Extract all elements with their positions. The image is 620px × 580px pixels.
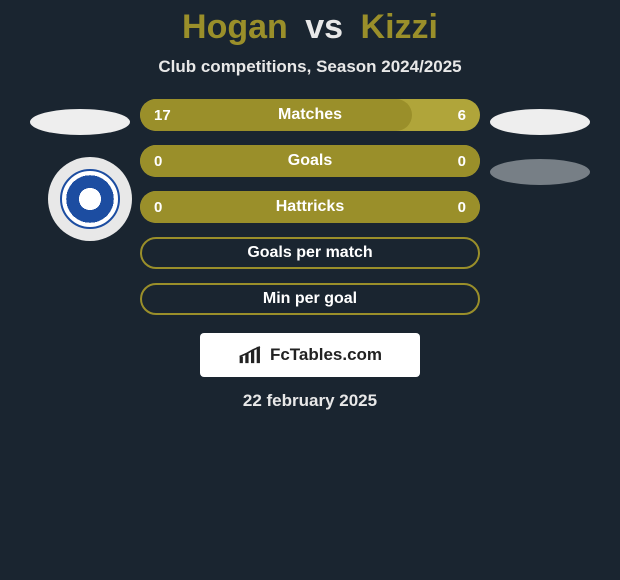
stats-bars: 176Matches 00Goals 00Hattricks Goals per ma… [140,99,480,315]
left-column [20,99,140,315]
crest-icon [60,169,120,229]
club-crest [48,157,132,241]
date-label: 22 february 2025 [243,391,377,411]
branding-badge: FcTables.com [200,333,420,377]
card-title: Hogan vs Kizzi [182,8,438,47]
stat-label: Hattricks [140,198,480,216]
main-area: 176Matches 00Goals 00Hattricks Goals per ma… [0,99,620,315]
stat-row: Goals per match [140,237,480,269]
player2-name: Kizzi [361,8,438,46]
vs-label: vs [305,8,343,46]
stat-row: 176Matches [140,99,480,131]
comparison-card: Hogan vs Kizzi Club competitions, Season… [0,0,620,411]
stat-row: 00Goals [140,145,480,177]
player2-badge-placeholder-2 [490,159,590,185]
player1-badge-placeholder [30,109,130,135]
stat-row: Min per goal [140,283,480,315]
right-column [480,99,600,315]
stat-row: 00Hattricks [140,191,480,223]
player2-badge-placeholder-1 [490,109,590,135]
branding-text: FcTables.com [270,345,382,365]
stat-label: Matches [140,106,480,124]
stat-label: Goals per match [142,244,478,262]
chart-icon [238,345,264,365]
player1-name: Hogan [182,8,288,46]
stat-label: Min per goal [142,290,478,308]
stat-label: Goals [140,152,480,170]
subtitle: Club competitions, Season 2024/2025 [158,57,461,77]
